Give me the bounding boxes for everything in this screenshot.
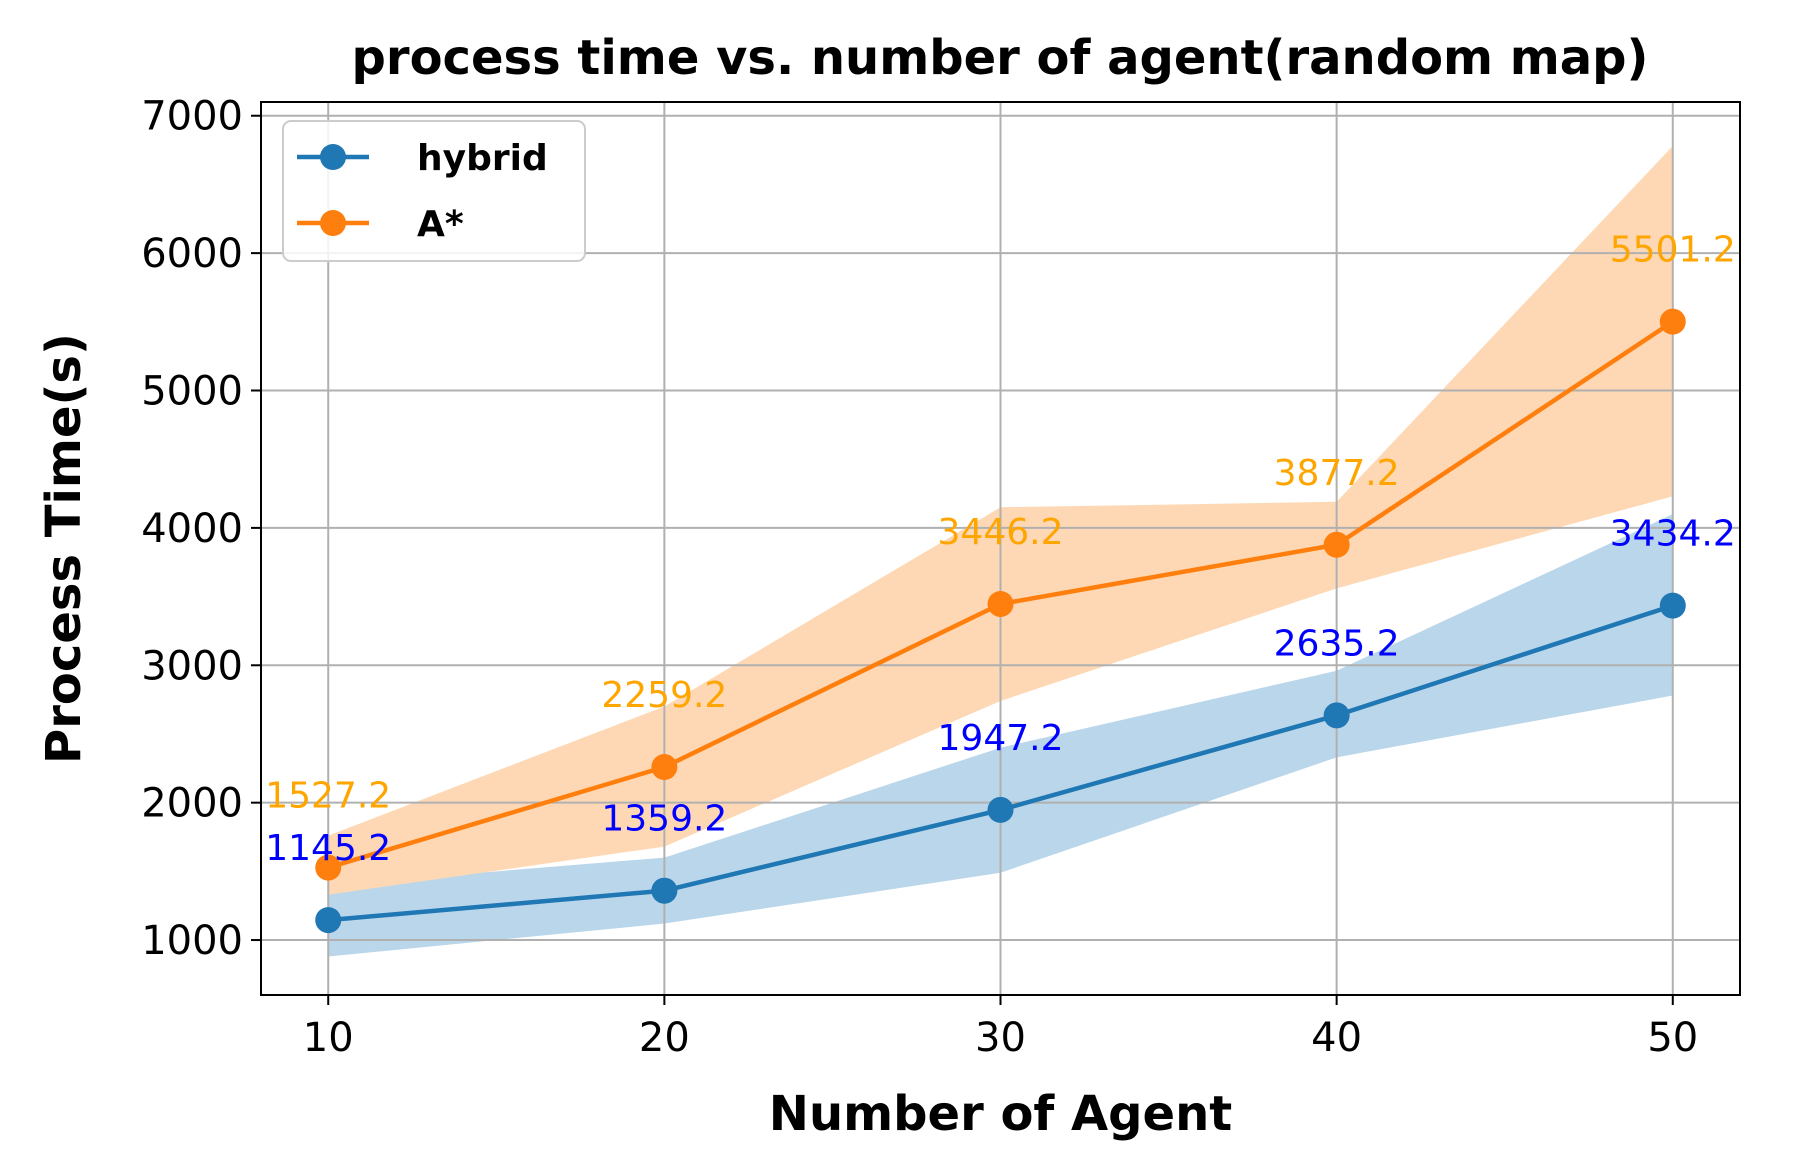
data-label-s0-4: 3434.2 <box>1610 514 1736 555</box>
data-label-s1-0: 1527.2 <box>265 776 391 817</box>
data-labels: 1145.2 1359.2 1947.2 2635.2 3434.2 1527.2 2259… <box>265 230 1736 869</box>
data-label-s0-3: 2635.2 <box>1274 623 1400 664</box>
data-point-s0-3 <box>1323 702 1350 729</box>
data-label-s0-0: 1145.2 <box>265 828 391 869</box>
data-label-s1-1: 2259.2 <box>601 675 727 716</box>
data-point-s1-4 <box>1659 308 1686 335</box>
axis-ticks: 10 20 30 40 50 1000 2000 3000 4000 5000 6000 7000 <box>141 94 1698 1061</box>
data-label-s1-3: 3877.2 <box>1274 453 1400 494</box>
data-label-s1-4: 5501.2 <box>1610 230 1736 271</box>
series-lines <box>315 308 1686 934</box>
y-tick-label-7000: 7000 <box>141 94 243 140</box>
data-point-s1-3 <box>1323 531 1350 558</box>
y-tick-label-4000: 4000 <box>141 506 243 552</box>
legend-marker-0 <box>320 144 346 170</box>
y-tick-label-5000: 5000 <box>141 369 243 415</box>
data-point-s0-2 <box>987 796 1014 823</box>
legend-label-1: A* <box>417 204 464 245</box>
legend-marker-1 <box>320 210 346 236</box>
data-label-s0-1: 1359.2 <box>601 799 727 840</box>
data-point-s1-1 <box>651 754 678 781</box>
data-point-s1-2 <box>987 590 1014 617</box>
x-axis-label: Number of Agent <box>769 1086 1232 1142</box>
x-tick-label-40: 40 <box>1311 1015 1362 1061</box>
y-tick-label-2000: 2000 <box>141 781 243 827</box>
data-point-s1-0 <box>315 854 342 881</box>
x-tick-label-30: 30 <box>975 1015 1026 1061</box>
data-point-s0-0 <box>315 907 342 934</box>
y-axis-label: Process Time(s) <box>36 333 92 764</box>
x-tick-label-50: 50 <box>1647 1015 1698 1061</box>
data-point-s0-4 <box>1659 592 1686 619</box>
data-label-s1-2: 3446.2 <box>938 512 1064 553</box>
data-point-s0-1 <box>651 877 678 904</box>
chart-title: process time vs. number of agent(random … <box>352 30 1649 86</box>
legend: hybrid A* <box>282 120 586 262</box>
x-tick-label-10: 10 <box>303 1015 354 1061</box>
y-tick-label-3000: 3000 <box>141 643 243 689</box>
y-tick-label-6000: 6000 <box>141 231 243 277</box>
y-tick-label-1000: 1000 <box>141 918 243 964</box>
x-tick-label-20: 20 <box>639 1015 690 1061</box>
data-label-s0-2: 1947.2 <box>938 718 1064 759</box>
legend-label-0: hybrid <box>417 138 548 179</box>
